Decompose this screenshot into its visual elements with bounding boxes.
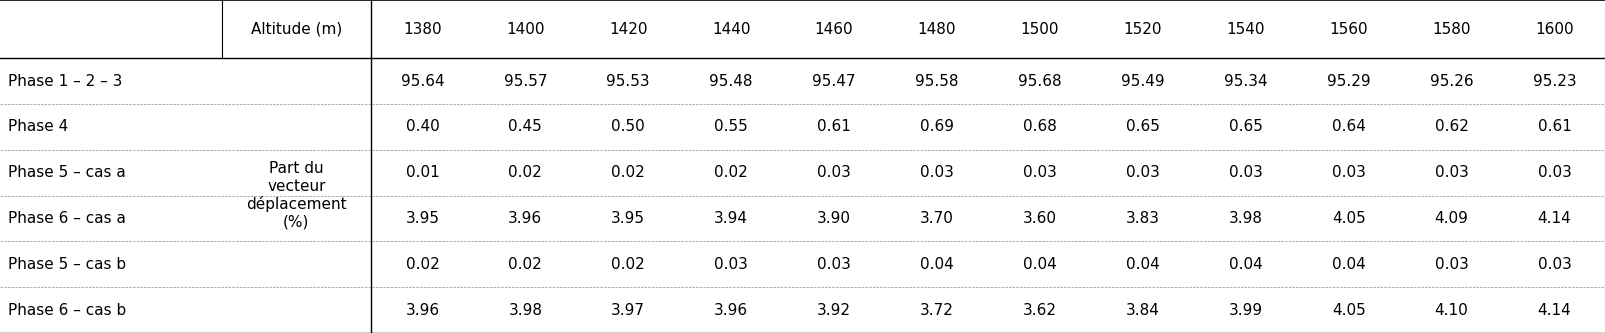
- Text: 95.49: 95.49: [1120, 74, 1164, 89]
- Text: 95.23: 95.23: [1531, 74, 1576, 89]
- Text: 0.02: 0.02: [406, 257, 440, 272]
- Text: 3.98: 3.98: [1228, 211, 1262, 226]
- Text: 95.48: 95.48: [709, 74, 753, 89]
- Text: 3.60: 3.60: [1022, 211, 1056, 226]
- Text: 4.05: 4.05: [1331, 303, 1364, 318]
- Text: 0.02: 0.02: [612, 257, 645, 272]
- Text: 3.97: 3.97: [612, 303, 645, 318]
- Text: 0.50: 0.50: [612, 120, 645, 135]
- Text: 0.45: 0.45: [509, 120, 542, 135]
- Text: 0.02: 0.02: [714, 165, 748, 180]
- Text: 3.98: 3.98: [509, 303, 542, 318]
- Text: 4.10: 4.10: [1433, 303, 1467, 318]
- Text: 0.04: 0.04: [1125, 257, 1159, 272]
- Text: 1480: 1480: [916, 22, 955, 37]
- Text: 0.04: 0.04: [920, 257, 953, 272]
- Text: 0.61: 0.61: [817, 120, 851, 135]
- Text: 95.47: 95.47: [812, 74, 855, 89]
- Text: 0.01: 0.01: [406, 165, 440, 180]
- Text: 3.95: 3.95: [612, 211, 645, 226]
- Text: 0.69: 0.69: [920, 120, 953, 135]
- Text: 3.90: 3.90: [817, 211, 851, 226]
- Text: Altitude (m): Altitude (m): [250, 22, 342, 37]
- Text: Phase 1 – 2 – 3: Phase 1 – 2 – 3: [8, 74, 122, 89]
- Text: 4.14: 4.14: [1536, 211, 1570, 226]
- Text: 1540: 1540: [1226, 22, 1265, 37]
- Text: 0.04: 0.04: [1228, 257, 1262, 272]
- Text: 95.57: 95.57: [504, 74, 547, 89]
- Text: 0.03: 0.03: [1536, 257, 1571, 272]
- Text: Phase 5 – cas b: Phase 5 – cas b: [8, 257, 127, 272]
- Text: 0.03: 0.03: [1536, 165, 1571, 180]
- Text: 3.62: 3.62: [1022, 303, 1056, 318]
- Text: 0.02: 0.02: [612, 165, 645, 180]
- Text: 1460: 1460: [814, 22, 852, 37]
- Text: 0.62: 0.62: [1433, 120, 1467, 135]
- Text: 0.02: 0.02: [509, 257, 542, 272]
- Text: Phase 6 – cas b: Phase 6 – cas b: [8, 303, 127, 318]
- Text: 3.95: 3.95: [404, 211, 440, 226]
- Text: 1400: 1400: [506, 22, 544, 37]
- Text: 0.65: 0.65: [1125, 120, 1159, 135]
- Text: 3.94: 3.94: [714, 211, 748, 226]
- Text: 1380: 1380: [403, 22, 441, 37]
- Text: 3.96: 3.96: [509, 211, 542, 226]
- Text: 3.99: 3.99: [1228, 303, 1262, 318]
- Text: 3.83: 3.83: [1125, 211, 1159, 226]
- Text: 0.03: 0.03: [1228, 165, 1262, 180]
- Text: 1560: 1560: [1329, 22, 1367, 37]
- Text: 95.53: 95.53: [607, 74, 650, 89]
- Text: 3.84: 3.84: [1125, 303, 1159, 318]
- Text: 0.68: 0.68: [1022, 120, 1056, 135]
- Text: 3.92: 3.92: [817, 303, 851, 318]
- Text: 0.03: 0.03: [1022, 165, 1056, 180]
- Text: Phase 4: Phase 4: [8, 120, 69, 135]
- Text: 0.03: 0.03: [1433, 165, 1467, 180]
- Text: 4.09: 4.09: [1433, 211, 1467, 226]
- Text: Phase 5 – cas a: Phase 5 – cas a: [8, 165, 125, 180]
- Text: 4.14: 4.14: [1536, 303, 1570, 318]
- Text: 0.40: 0.40: [406, 120, 440, 135]
- Text: 1440: 1440: [711, 22, 750, 37]
- Text: 0.64: 0.64: [1331, 120, 1364, 135]
- Text: 0.03: 0.03: [920, 165, 953, 180]
- Text: 0.03: 0.03: [1433, 257, 1467, 272]
- Text: 3.96: 3.96: [404, 303, 440, 318]
- Text: 0.03: 0.03: [1125, 165, 1159, 180]
- Text: 1580: 1580: [1432, 22, 1470, 37]
- Text: 1500: 1500: [1021, 22, 1059, 37]
- Text: 0.61: 0.61: [1536, 120, 1571, 135]
- Text: 1520: 1520: [1124, 22, 1162, 37]
- Text: 1600: 1600: [1534, 22, 1573, 37]
- Text: 0.03: 0.03: [714, 257, 748, 272]
- Text: 4.05: 4.05: [1331, 211, 1364, 226]
- Text: 0.03: 0.03: [817, 165, 851, 180]
- Text: 3.72: 3.72: [920, 303, 953, 318]
- Text: 95.26: 95.26: [1428, 74, 1472, 89]
- Text: 95.58: 95.58: [915, 74, 958, 89]
- Text: 0.03: 0.03: [1331, 165, 1364, 180]
- Text: 0.55: 0.55: [714, 120, 748, 135]
- Text: 3.96: 3.96: [714, 303, 748, 318]
- Text: 95.34: 95.34: [1223, 74, 1266, 89]
- Text: 0.02: 0.02: [509, 165, 542, 180]
- Text: 3.70: 3.70: [920, 211, 953, 226]
- Text: 0.03: 0.03: [817, 257, 851, 272]
- Text: 95.64: 95.64: [400, 74, 445, 89]
- Text: 95.68: 95.68: [1018, 74, 1061, 89]
- Text: Phase 6 – cas a: Phase 6 – cas a: [8, 211, 125, 226]
- Text: 95.29: 95.29: [1326, 74, 1369, 89]
- Text: 0.65: 0.65: [1228, 120, 1262, 135]
- Text: Part du
vecteur
déplacement
(%): Part du vecteur déplacement (%): [246, 162, 347, 230]
- Text: 0.04: 0.04: [1022, 257, 1056, 272]
- Text: 0.04: 0.04: [1331, 257, 1364, 272]
- Text: 1420: 1420: [608, 22, 647, 37]
